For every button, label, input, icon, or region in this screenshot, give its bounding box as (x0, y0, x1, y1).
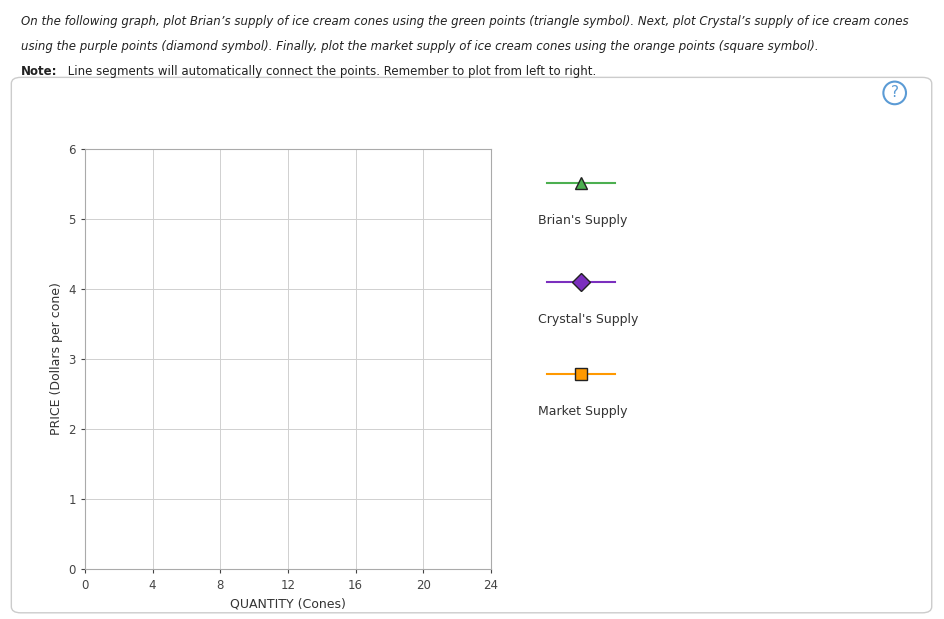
Text: On the following graph, plot Brian’s supply of ice cream cones using the green p: On the following graph, plot Brian’s sup… (21, 15, 908, 28)
Text: Market Supply: Market Supply (538, 405, 628, 418)
X-axis label: QUANTITY (Cones): QUANTITY (Cones) (230, 597, 346, 610)
Y-axis label: PRICE (Dollars per cone): PRICE (Dollars per cone) (50, 283, 63, 435)
Text: Crystal's Supply: Crystal's Supply (538, 313, 638, 326)
Text: Brian's Supply: Brian's Supply (538, 214, 628, 227)
Text: using the purple points (diamond symbol). Finally, plot the market supply of ice: using the purple points (diamond symbol)… (21, 40, 818, 53)
Text: Note:: Note: (21, 65, 58, 78)
Text: ?: ? (891, 85, 899, 100)
Text: Line segments will automatically connect the points. Remember to plot from left : Line segments will automatically connect… (64, 65, 597, 78)
